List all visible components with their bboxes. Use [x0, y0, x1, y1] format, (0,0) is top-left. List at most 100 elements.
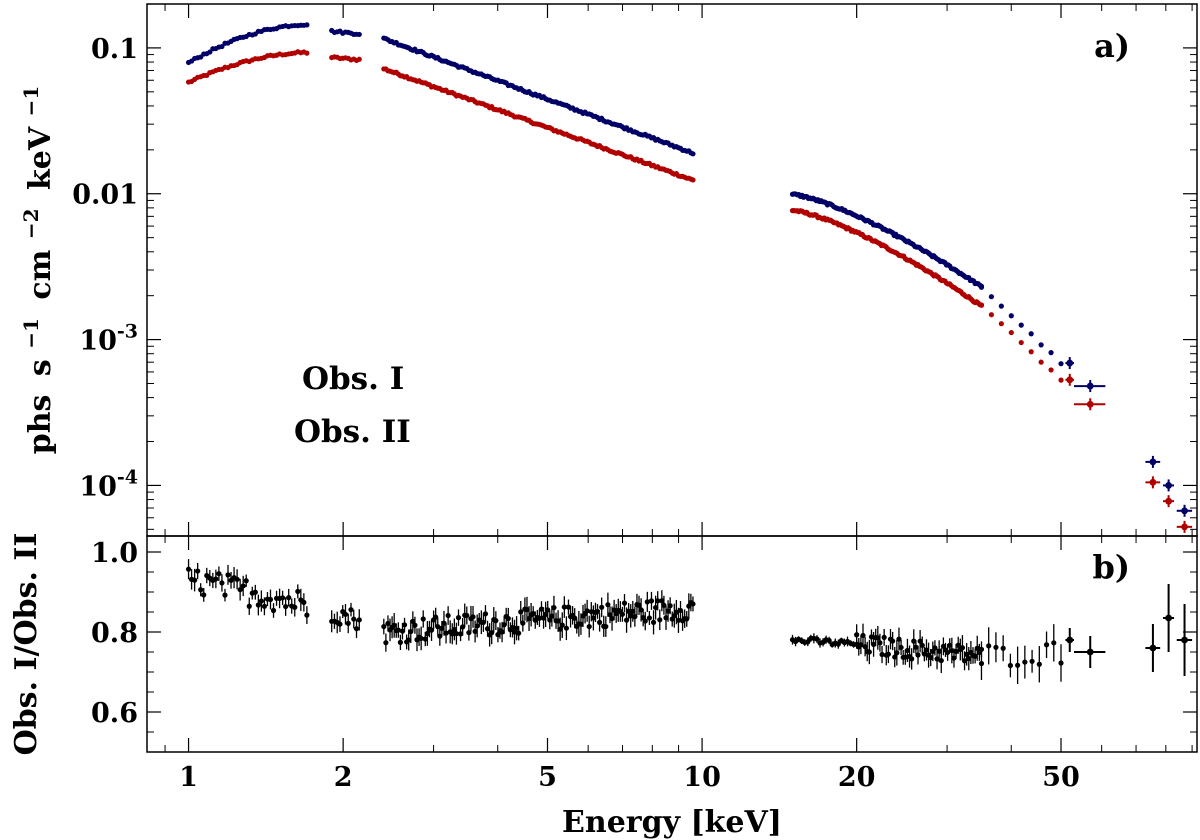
data-point [1000, 645, 1006, 651]
data-point [584, 608, 590, 614]
data-point [951, 655, 957, 661]
data-point [240, 583, 246, 589]
y-unit-s-exp: −1 [19, 318, 43, 349]
data-point [862, 644, 868, 650]
data-points [185, 22, 1193, 685]
data-point [1028, 349, 1034, 355]
data-point [972, 653, 978, 659]
legend-obs-ii: Obs. II [294, 414, 411, 450]
x-tick-label: 1 [179, 762, 198, 793]
data-point [422, 636, 428, 642]
data-point [480, 619, 486, 625]
y-unit-cm-exp: −2 [19, 208, 43, 239]
data-point [986, 643, 992, 649]
data-point [356, 56, 362, 62]
data-point [690, 601, 696, 607]
series-ratio [185, 559, 1193, 685]
data-point [482, 611, 489, 617]
data-point [513, 625, 520, 631]
data-point [894, 650, 900, 656]
data-point [451, 626, 457, 633]
data-point [879, 651, 885, 658]
y-tick-label: 10-4 [79, 466, 138, 502]
data-point [433, 614, 439, 620]
data-point [932, 645, 938, 651]
data-point [518, 609, 524, 615]
data-point [590, 615, 596, 621]
data-point [225, 572, 231, 578]
data-point [974, 645, 980, 651]
data-point [630, 608, 636, 614]
data-point [1043, 642, 1050, 648]
data-point [1051, 640, 1057, 646]
data-point [457, 631, 464, 637]
x-tick-label: 5 [538, 762, 557, 793]
data-point [304, 50, 310, 56]
data-point [246, 603, 252, 609]
data-point [283, 603, 289, 610]
data-point [646, 615, 652, 621]
data-point [919, 642, 925, 648]
y-unit-cm: cm [23, 249, 58, 299]
data-point [1058, 660, 1064, 666]
data-point [489, 630, 495, 636]
data-point [605, 602, 611, 608]
data-point [493, 618, 499, 624]
data-point [826, 637, 832, 644]
data-point [304, 612, 310, 618]
x-tick-label: 2 [334, 762, 353, 793]
data-point [563, 625, 569, 631]
data-point [858, 642, 864, 648]
data-point [653, 604, 659, 611]
data-point [470, 614, 476, 620]
data-point [934, 656, 940, 662]
data-point [222, 592, 228, 598]
data-point [1022, 659, 1028, 665]
data-point [663, 615, 669, 621]
data-point [267, 596, 274, 603]
data-point [509, 624, 516, 631]
data-point [902, 654, 908, 660]
data-point [619, 611, 626, 617]
data-point [216, 571, 222, 577]
data-point [234, 576, 240, 582]
data-point [978, 660, 985, 667]
data-point [348, 607, 354, 613]
data-point [623, 617, 630, 623]
data-point [474, 623, 480, 629]
data-point [435, 624, 441, 630]
data-point [441, 620, 447, 626]
data-point [917, 638, 923, 644]
data-point [636, 602, 642, 608]
data-point [495, 632, 501, 638]
y-tick-label: 0.1 [91, 34, 138, 65]
data-point [1086, 648, 1094, 656]
data-point [292, 604, 298, 610]
data-point [1165, 482, 1173, 489]
data-point [401, 622, 408, 628]
data-point [684, 616, 690, 622]
data-point [538, 606, 545, 612]
y-tick-label: 1.0 [91, 538, 138, 569]
data-point [543, 611, 549, 617]
data-point [418, 635, 424, 642]
data-point [391, 622, 397, 628]
data-point [961, 658, 968, 664]
data-point [675, 617, 682, 623]
data-point [881, 634, 887, 640]
data-point [243, 578, 249, 584]
data-point [1008, 329, 1014, 336]
data-point [599, 604, 605, 610]
data-point [219, 580, 225, 586]
data-point [1015, 662, 1021, 668]
y-tick-label: 0.8 [91, 618, 138, 649]
data-point [835, 641, 841, 647]
data-point [661, 602, 667, 608]
data-point [412, 622, 418, 628]
data-point [472, 628, 478, 635]
data-point [261, 603, 268, 609]
panel-label-a: a) [1094, 27, 1130, 65]
data-point [909, 656, 915, 662]
y-unit-kev: keV [23, 126, 58, 190]
data-point [665, 608, 671, 614]
